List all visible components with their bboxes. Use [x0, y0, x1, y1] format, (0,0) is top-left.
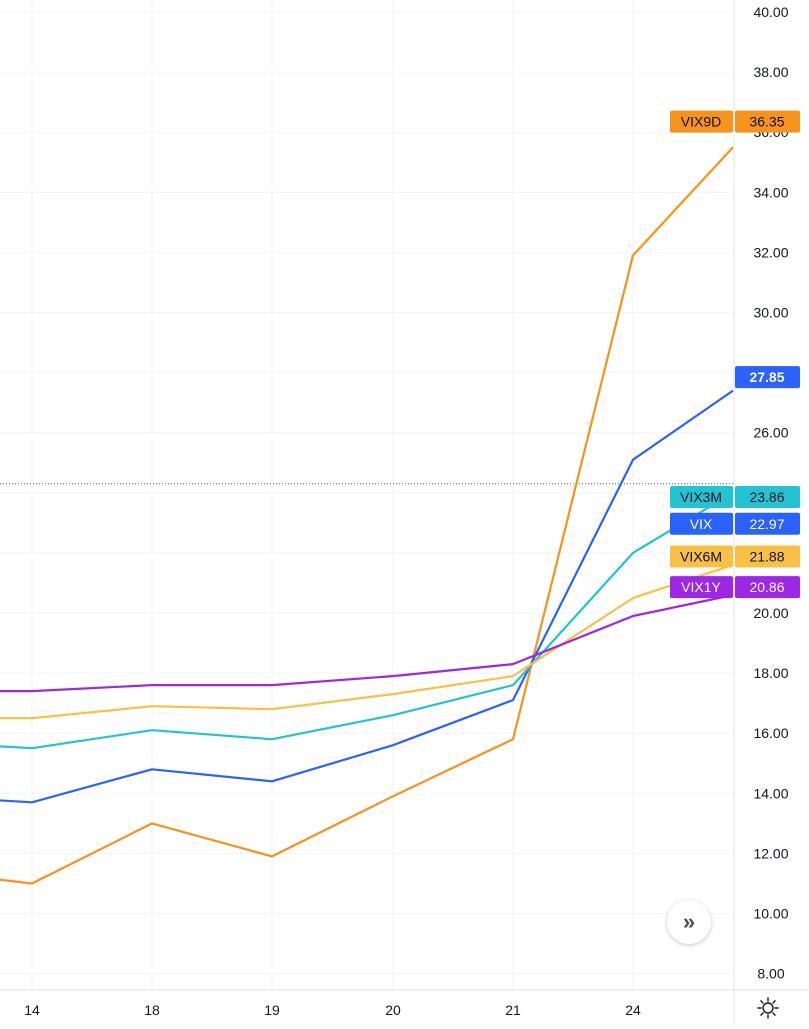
y-tick-label: 10.00: [753, 906, 788, 922]
price-tag-series-name: VIX3M: [680, 489, 722, 505]
gear-icon: [757, 997, 779, 1019]
price-tag-value: 21.88: [749, 549, 784, 565]
price-tag-value: 27.85: [749, 369, 784, 385]
x-tick-label: 19: [264, 1002, 280, 1018]
price-tag-vix1y: VIX1Y 20.86: [670, 576, 800, 599]
y-tick-label: 8.00: [757, 966, 784, 982]
price-tag-series-name: VIX: [690, 516, 713, 532]
price-tag-value: 23.86: [749, 489, 784, 505]
series-line-vix: [0, 389, 734, 804]
x-tick-label: 21: [505, 1002, 521, 1018]
price-tag-series-name: VIX9D: [681, 114, 721, 130]
y-tick-label: 26.00: [753, 425, 788, 441]
price-tag-vix6m: VIX6M 21.88: [670, 545, 800, 568]
price-tag-value: 36.35: [749, 114, 784, 130]
y-tick-label: 40.00: [753, 4, 788, 20]
x-tick-label: 20: [385, 1002, 401, 1018]
y-tick-label: 16.00: [753, 725, 788, 741]
double-chevron-right-icon: »: [682, 909, 696, 934]
price-tag-name-box: [670, 512, 733, 535]
y-tick-label: 30.00: [753, 305, 788, 321]
price-tag-name-box: [670, 486, 733, 509]
y-tick-label: 18.00: [753, 665, 788, 681]
scroll-to-realtime-button[interactable]: »: [667, 900, 711, 944]
price-tag-value-box: [735, 512, 800, 535]
price-tag-series-name: VIX6M: [680, 549, 722, 565]
price-tag-series-name: VIX1Y: [681, 579, 721, 595]
y-tick-label: 38.00: [753, 64, 788, 80]
series-line-vix1y: [0, 593, 734, 693]
price-tag-vix3m: VIX3M 23.86: [670, 486, 800, 509]
price-tag-vix: 27.85: [735, 366, 800, 389]
price-tags: VIX9D 36.35 27.85 VIX3M 23.86 VIX 22.97 VIX6M 21…: [670, 110, 800, 599]
price-tag-name-box: [670, 545, 733, 568]
price-tag-name-box: [670, 576, 733, 599]
price-tag-value-box: [735, 110, 800, 133]
y-tick-label: 32.00: [753, 244, 788, 260]
chart-settings-button[interactable]: [754, 994, 782, 1022]
series-line-vix6m: [0, 563, 734, 720]
y-tick-label: 34.00: [753, 184, 788, 200]
price-tag-value-box: [735, 545, 800, 568]
series-line-vix9d: [0, 146, 734, 885]
price-tag-value: 20.86: [749, 579, 784, 595]
price-tag-value-box: [735, 366, 800, 389]
series-lines: [0, 146, 734, 885]
x-tick-label: 18: [144, 1002, 160, 1018]
x-tick-label: 14: [24, 1002, 40, 1018]
y-tick-label: 12.00: [753, 845, 788, 861]
x-tick-label: 24: [625, 1002, 641, 1018]
price-tag-vix9d: VIX9D 36.35: [670, 110, 800, 133]
price-tag-name-box: [670, 110, 733, 133]
price-tag-value-box: [735, 576, 800, 599]
y-tick-label: 20.00: [753, 605, 788, 621]
y-tick-label: 14.00: [753, 785, 788, 801]
price-tag-vix: VIX 22.97: [670, 512, 800, 535]
price-tag-value: 22.97: [749, 516, 784, 532]
price-tag-value-box: [735, 486, 800, 509]
series-line-vix3m: [0, 491, 734, 750]
